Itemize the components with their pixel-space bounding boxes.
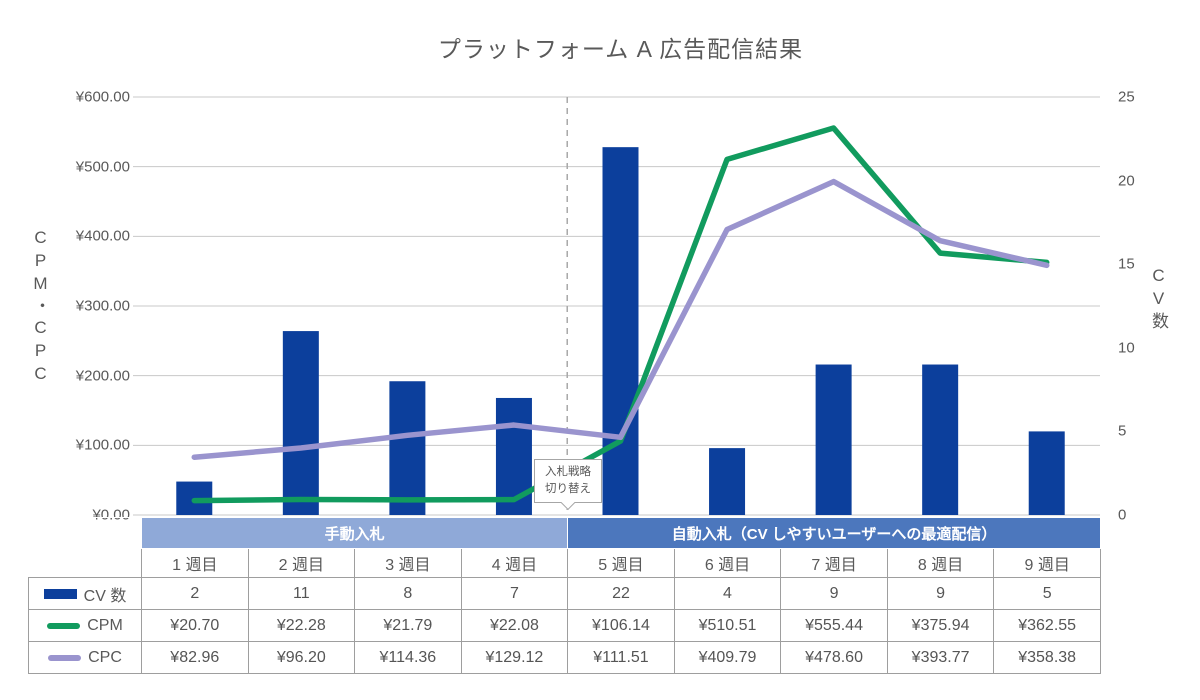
legend-cv数: CV 数 <box>28 577 142 610</box>
legend-cpm: CPM <box>28 609 142 642</box>
table-cell-cpm-week-3: ¥21.79 <box>354 609 462 642</box>
right-axis-tick: 20 <box>1118 172 1135 190</box>
right-axis-tick: 10 <box>1118 339 1135 357</box>
legend-cpc: CPC <box>28 641 142 674</box>
table-cell-cv数-week-7: 9 <box>780 577 888 610</box>
table-cell-cpc-week-1: ¥82.96 <box>141 641 249 674</box>
bar-cv-week-7 <box>815 364 852 515</box>
bar-cv-week-3 <box>389 381 426 515</box>
table-cell-cpm-week-7: ¥555.44 <box>780 609 888 642</box>
week-header-7: 7 週目 <box>780 548 888 578</box>
week-header-3: 3 週目 <box>354 548 462 578</box>
week-header-6: 6 週目 <box>673 548 782 578</box>
right-axis-tick: 5 <box>1118 422 1127 440</box>
legend-label: CPM <box>87 616 123 634</box>
cpm-line-swatch-icon <box>47 622 81 629</box>
table-cell-cv数-week-6: 4 <box>673 577 782 610</box>
cpm-line <box>191 125 1050 504</box>
table-cell-cpm-week-4: ¥22.08 <box>460 609 569 642</box>
band-auto-bidding: 自動入札（CV しやすいユーザーへの最適配信） <box>567 517 1101 549</box>
cv-bar-swatch-icon <box>43 588 77 599</box>
right-axis-tick: 0 <box>1118 506 1127 524</box>
legend-label: CV 数 <box>83 587 127 605</box>
bar-cv-week-8 <box>922 364 959 515</box>
annotation-callout: 入札戦略 切り替え <box>534 459 602 511</box>
table-cell-cpc-week-7: ¥478.60 <box>780 641 888 674</box>
table-cell-cpc-week-3: ¥114.36 <box>354 641 462 674</box>
bar-cv-week-6 <box>709 448 746 515</box>
chart-title: プラットフォーム A 広告配信結果 <box>437 36 804 62</box>
legend-label: CPC <box>88 648 122 666</box>
left-axis-title: CPM・CPC <box>31 228 50 387</box>
left-axis-tick: ¥400.00 <box>75 227 130 245</box>
table-cell-cpm-week-8: ¥375.94 <box>886 609 995 642</box>
left-axis-tick: ¥600.00 <box>75 88 130 106</box>
table-cell-cpc-week-4: ¥129.12 <box>460 641 569 674</box>
week-header-5: 5 週目 <box>567 548 675 578</box>
right-axis-tick: 15 <box>1118 255 1135 273</box>
right-axis-tick: 25 <box>1118 88 1135 106</box>
table-cell-cpc-week-2: ¥96.20 <box>247 641 356 674</box>
chart-data-table: 手動入札 自動入札（CV しやすいユーザーへの最適配信） 1 週目 2 週目 3 週目 4… <box>28 517 1101 674</box>
table-cell-cpm-week-6: ¥510.51 <box>673 609 782 642</box>
right-axis-title: CV数 <box>1149 266 1168 333</box>
table-cell-cv数-week-5: 22 <box>567 577 675 610</box>
table-cell-cv数-week-3: 8 <box>354 577 462 610</box>
table-cell-cv数-week-9: 5 <box>993 577 1101 610</box>
table-cell-cpm-week-2: ¥22.28 <box>247 609 356 642</box>
bar-cv-week-2 <box>282 331 319 515</box>
combo-chart-plot <box>133 96 1100 516</box>
table-cell-cpc-week-9: ¥358.38 <box>993 641 1101 674</box>
table-cell-cpm-week-9: ¥362.55 <box>993 609 1101 642</box>
table-cell-cpm-week-5: ¥106.14 <box>567 609 675 642</box>
table-cell-cv数-week-8: 9 <box>886 577 995 610</box>
table-cell-cv数-week-1: 2 <box>141 577 249 610</box>
table-corner <box>28 517 142 549</box>
week-header-8: 8 週目 <box>886 548 995 578</box>
table-cell-cv数-week-2: 11 <box>247 577 356 610</box>
table-cell-cpc-week-8: ¥393.77 <box>886 641 995 674</box>
band-manual-bidding: 手動入札 <box>140 517 569 549</box>
cpc-line-swatch-icon <box>48 654 82 661</box>
table-cell-cpc-week-6: ¥409.79 <box>673 641 782 674</box>
table-cell-cv数-week-4: 7 <box>460 577 569 610</box>
table-corner <box>29 549 142 578</box>
left-axis-tick: ¥100.00 <box>75 436 130 454</box>
bar-cv-week-5 <box>602 147 639 515</box>
week-header-1: 1 週目 <box>141 548 249 578</box>
week-header-4: 4 週目 <box>460 548 569 578</box>
left-axis-tick: ¥200.00 <box>75 367 130 385</box>
table-cell-cpc-week-5: ¥111.51 <box>567 641 675 674</box>
left-axis-tick: ¥300.00 <box>75 297 130 315</box>
week-header-2: 2 週目 <box>247 548 356 578</box>
annotation-line1: 入札戦略 <box>545 466 591 479</box>
week-header-9: 9 週目 <box>993 548 1101 578</box>
table-cell-cpm-week-1: ¥20.70 <box>141 609 249 642</box>
annotation-line2: 切り替え <box>545 483 591 495</box>
bar-cv-week-9 <box>1028 431 1065 515</box>
cpc-line <box>191 178 1050 460</box>
left-axis-tick: ¥500.00 <box>75 158 130 176</box>
